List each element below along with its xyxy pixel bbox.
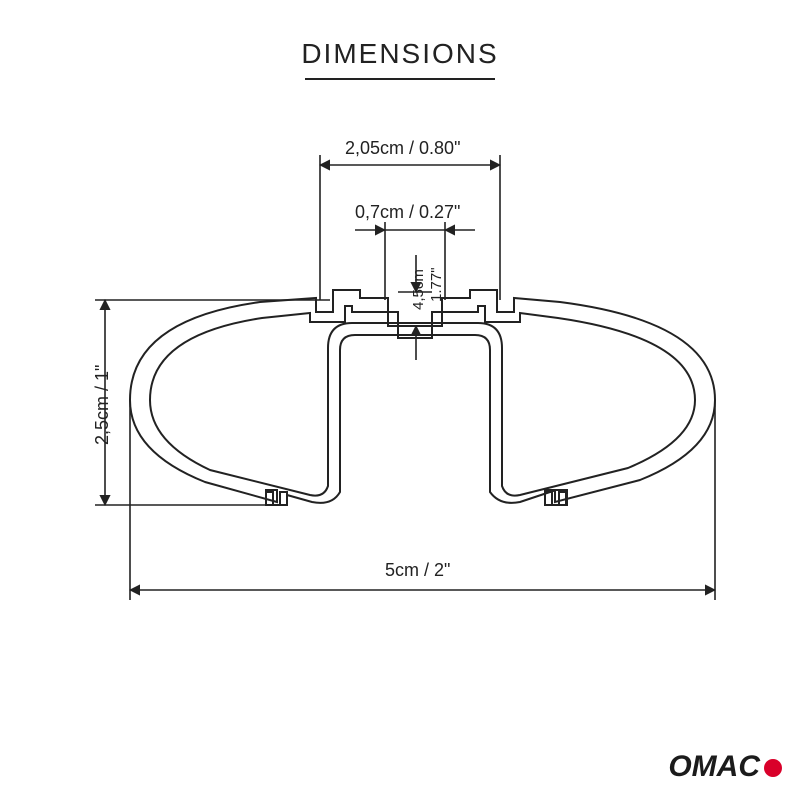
label-top-inner: 0,7cm / 0.27" [355,202,460,223]
label-channel-b: 1.77" [428,267,445,302]
label-top-outer: 2,05cm / 0.80" [345,138,460,159]
label-left: 2,5cm / 1" [92,365,113,445]
brand-text: OMAC [668,750,760,783]
brand-logo: OMAC [668,750,782,784]
diagram-canvas [0,0,800,800]
label-channel-a: 4,5cm [410,269,427,310]
brand-dot-icon [764,759,782,777]
label-bottom: 5cm / 2" [385,560,450,581]
